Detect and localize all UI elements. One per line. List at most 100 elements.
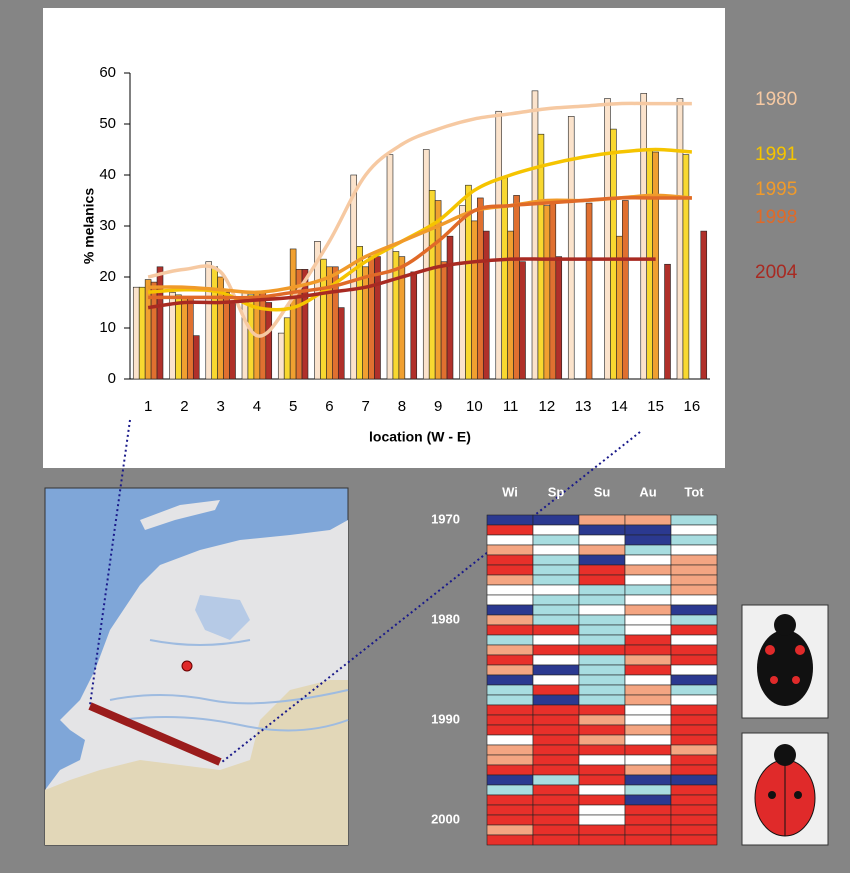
heat-cell [533, 715, 579, 725]
heat-cell [625, 705, 671, 715]
bar [441, 262, 447, 379]
heat-cell [625, 575, 671, 585]
bar [514, 195, 520, 379]
heat-cell [487, 625, 533, 635]
heat-cell [671, 715, 717, 725]
heat-cell [625, 535, 671, 545]
bar [605, 99, 611, 380]
heat-cell [625, 685, 671, 695]
heat-cell [487, 745, 533, 755]
beetle-head [774, 614, 796, 636]
map [45, 488, 348, 845]
x-tick-label: 16 [684, 398, 701, 415]
bar [284, 318, 290, 379]
bar [568, 116, 574, 379]
bar [429, 190, 435, 379]
bar [520, 262, 526, 379]
bar [133, 287, 139, 379]
x-tick-label: 10 [466, 398, 483, 415]
heat-cell [533, 565, 579, 575]
heat-cell [671, 755, 717, 765]
row-label: 1980 [431, 611, 460, 626]
heat-cell [579, 805, 625, 815]
heat-cell [487, 615, 533, 625]
heat-cell [579, 595, 625, 605]
heat-cell [625, 695, 671, 705]
heat-cell [625, 795, 671, 805]
heat-cell [487, 685, 533, 695]
heat-cell [533, 625, 579, 635]
heat-cell [625, 595, 671, 605]
heat-cell [625, 565, 671, 575]
bar [460, 206, 466, 379]
heat-cell [625, 665, 671, 675]
heat-cell [625, 715, 671, 725]
heat-cell [671, 675, 717, 685]
bar [653, 152, 659, 379]
heat-cell [579, 825, 625, 835]
heat-cell [671, 685, 717, 695]
y-axis-title: % melanics [81, 188, 97, 264]
bar [206, 262, 212, 379]
heat-cell [625, 615, 671, 625]
heat-cell [671, 655, 717, 665]
heat-cell [487, 765, 533, 775]
heat-cell [487, 695, 533, 705]
heat-cell [671, 545, 717, 555]
bar [447, 236, 453, 379]
heat-cell [625, 555, 671, 565]
bar [266, 303, 272, 380]
bar [647, 150, 653, 380]
heat-cell [533, 615, 579, 625]
heat-cell [579, 575, 625, 585]
heat-cell [579, 835, 625, 845]
legend-label: 1995 [755, 179, 797, 200]
bar [483, 231, 489, 379]
heat-cell [487, 515, 533, 525]
heat-cell [671, 785, 717, 795]
heat-cell [487, 725, 533, 735]
bar [538, 134, 544, 379]
heat-cell [487, 805, 533, 815]
heat-cell [487, 585, 533, 595]
bar [326, 267, 332, 379]
column-label: Tot [684, 484, 704, 499]
x-tick-label: 15 [647, 398, 664, 415]
bar [145, 280, 151, 379]
heat-cell [533, 685, 579, 695]
heat-cell [533, 705, 579, 715]
heat-cell [533, 695, 579, 705]
column-label: Sp [548, 484, 565, 499]
bar [550, 201, 556, 380]
x-tick-label: 12 [539, 398, 556, 415]
heat-cell [487, 795, 533, 805]
heat-cell [671, 565, 717, 575]
bar [181, 297, 187, 379]
heat-cell [671, 775, 717, 785]
beetle-spot [770, 676, 778, 684]
heat-cell [487, 825, 533, 835]
x-tick-label: 1 [144, 398, 152, 415]
heat-cell [487, 535, 533, 545]
heat-cell [487, 655, 533, 665]
bar [641, 93, 647, 379]
heat-cell [487, 545, 533, 555]
heat-cell [625, 515, 671, 525]
bar [212, 267, 218, 379]
heat-cell [533, 595, 579, 605]
heat-cell [579, 525, 625, 535]
heat-cell [487, 665, 533, 675]
heat-cell [533, 825, 579, 835]
heat-cell [625, 815, 671, 825]
heat-cell [533, 585, 579, 595]
heat-cell [625, 645, 671, 655]
bar [508, 231, 514, 379]
heat-cell [533, 605, 579, 615]
bar [411, 272, 417, 379]
x-tick-label: 9 [434, 398, 442, 415]
heat-cell [533, 795, 579, 805]
heat-cell [671, 555, 717, 565]
heat-cell [671, 735, 717, 745]
heat-cell [579, 785, 625, 795]
heat-cell [625, 525, 671, 535]
